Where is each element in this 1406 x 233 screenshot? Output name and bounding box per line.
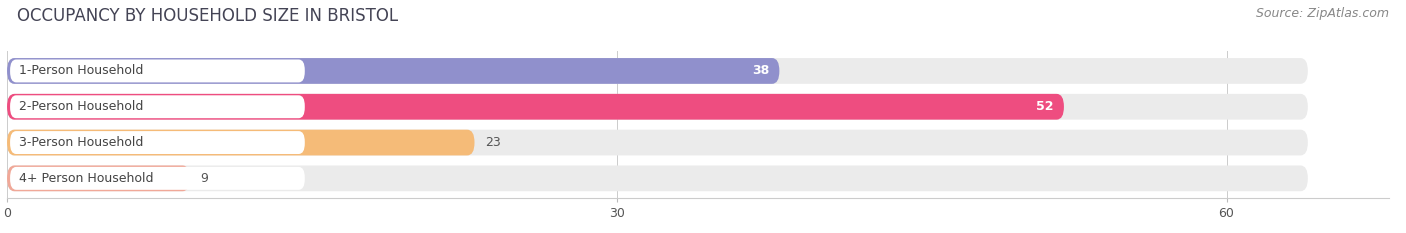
FancyBboxPatch shape (7, 58, 1308, 84)
FancyBboxPatch shape (7, 130, 1308, 155)
Text: 2-Person Household: 2-Person Household (20, 100, 143, 113)
Text: 9: 9 (200, 172, 208, 185)
FancyBboxPatch shape (7, 94, 1064, 120)
Text: Source: ZipAtlas.com: Source: ZipAtlas.com (1256, 7, 1389, 20)
Text: 4+ Person Household: 4+ Person Household (20, 172, 153, 185)
Text: 1-Person Household: 1-Person Household (20, 65, 143, 77)
FancyBboxPatch shape (10, 59, 305, 82)
FancyBboxPatch shape (10, 95, 305, 118)
FancyBboxPatch shape (10, 131, 305, 154)
Text: 52: 52 (1036, 100, 1053, 113)
Text: 3-Person Household: 3-Person Household (20, 136, 143, 149)
FancyBboxPatch shape (7, 165, 190, 191)
FancyBboxPatch shape (7, 130, 474, 155)
Text: OCCUPANCY BY HOUSEHOLD SIZE IN BRISTOL: OCCUPANCY BY HOUSEHOLD SIZE IN BRISTOL (17, 7, 398, 25)
FancyBboxPatch shape (7, 165, 1308, 191)
Text: 38: 38 (752, 65, 769, 77)
FancyBboxPatch shape (7, 94, 1308, 120)
FancyBboxPatch shape (7, 58, 779, 84)
FancyBboxPatch shape (10, 167, 305, 190)
Text: 23: 23 (485, 136, 501, 149)
